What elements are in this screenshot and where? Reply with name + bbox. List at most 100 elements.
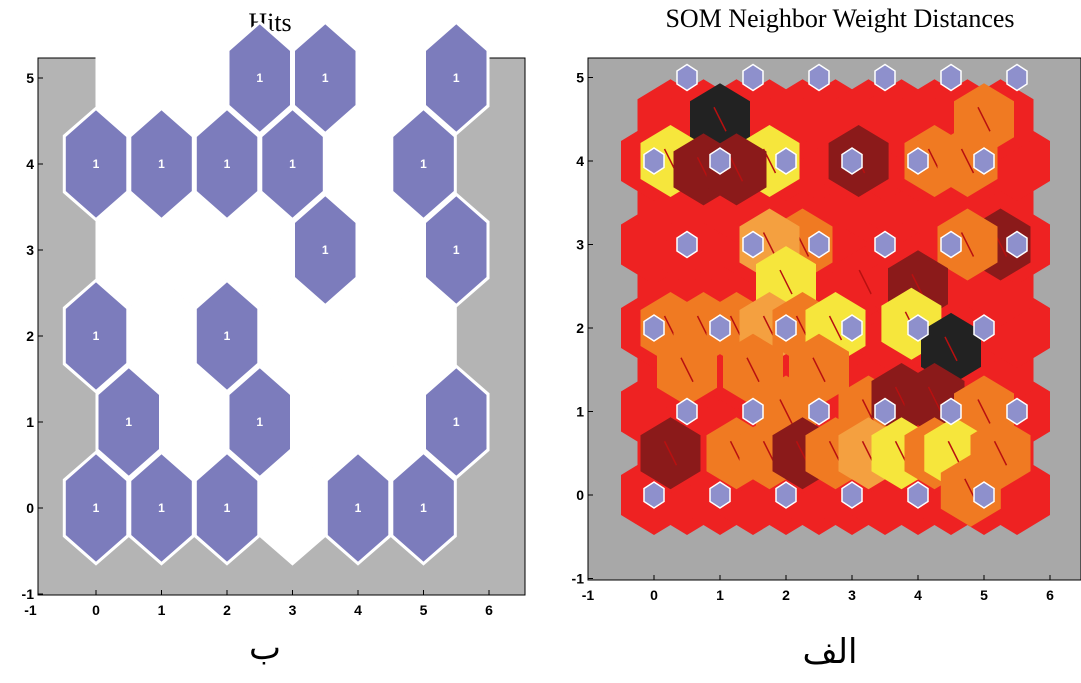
hits-cell — [227, 365, 292, 479]
hits-x-tick-label: 1 — [158, 602, 166, 618]
hits-count-label: 1 — [453, 71, 460, 85]
hits-x-tick-label: -1 — [24, 602, 37, 618]
som-x-tick-label: 0 — [650, 587, 658, 603]
som-x-tick-label: 5 — [980, 587, 988, 603]
som-chart-title: SOM Neighbor Weight Distances — [665, 4, 1015, 33]
hits-count-label: 1 — [93, 329, 100, 343]
hits-cell — [96, 365, 161, 479]
som-neuron — [775, 314, 797, 342]
som-y-tick-label: -1 — [572, 571, 585, 587]
hits-count-label: 1 — [158, 157, 165, 171]
hits-y-tick-label: 0 — [26, 500, 34, 516]
som-y-tick-label: 5 — [576, 70, 584, 86]
som-neuron — [940, 397, 962, 426]
hits-cell — [63, 107, 129, 221]
hits-count-label: 1 — [158, 501, 165, 515]
som-neuron — [775, 147, 797, 175]
som-neuron — [676, 230, 698, 259]
som-distance-edge-line — [812, 357, 826, 383]
hits-y-tick-label: 4 — [26, 156, 34, 172]
som-neuron — [874, 397, 896, 426]
som-x-tick-label: 4 — [914, 587, 922, 603]
hits-cell — [325, 451, 391, 565]
hits-count-label: 1 — [453, 243, 460, 257]
som-neuron — [775, 481, 797, 509]
som-neuron — [841, 481, 863, 509]
hits-cell — [391, 451, 456, 565]
hits-count-label: 1 — [224, 501, 231, 515]
hits-cell — [129, 107, 194, 221]
hits-count-label: 1 — [453, 415, 460, 429]
som-distance-edge-line — [977, 106, 991, 132]
som-distance-edge-line — [861, 399, 876, 424]
som-y-tick-label: 2 — [576, 320, 584, 336]
hits-y-tick-label: 5 — [26, 70, 34, 86]
som-neuron — [940, 230, 962, 259]
som-y-tick-label: 3 — [576, 237, 584, 253]
som-neuron — [709, 314, 731, 342]
som-x-tick-label: -1 — [582, 587, 595, 603]
som-distance-edge-line — [729, 157, 744, 182]
hits-count-label: 1 — [224, 157, 231, 171]
som-x-tick-label: 6 — [1046, 587, 1054, 603]
som-neuron — [742, 397, 764, 426]
hits-cell — [424, 365, 489, 479]
hits-count-label: 1 — [355, 501, 362, 515]
hits-count-label: 1 — [93, 157, 100, 171]
som-neuron — [643, 314, 665, 342]
som-distance-edge-line — [947, 440, 961, 466]
som-caption: الف — [802, 632, 858, 672]
som-distance-edge-line — [858, 269, 872, 295]
hits-count-label: 1 — [322, 71, 329, 85]
som-neuron — [907, 147, 929, 175]
hits-count-label: 1 — [125, 415, 132, 429]
som-y-tick-label: 1 — [576, 404, 584, 420]
hits-cell — [293, 21, 358, 135]
som-neuron — [973, 481, 995, 509]
hits-cell — [424, 193, 489, 307]
hits-x-tick-label: 6 — [485, 602, 493, 618]
som-neuron — [940, 63, 962, 92]
hits-cell — [63, 451, 129, 565]
som-distance-edge-line — [960, 232, 975, 257]
som-distance-edge-line — [828, 315, 843, 341]
som-neuron — [742, 230, 764, 259]
som-neuron — [973, 314, 995, 342]
hits-y-tick-label: 2 — [26, 328, 34, 344]
som-neurons — [643, 63, 1028, 509]
som-distance-edge-line — [927, 386, 942, 412]
som-distance-edge-line — [977, 399, 991, 424]
hits-cell — [260, 107, 325, 221]
hits-x-tick-label: 0 — [92, 602, 100, 618]
som-neuron — [742, 63, 764, 92]
hits-cell — [194, 279, 260, 393]
hits-cell — [194, 451, 260, 565]
som-neuron — [973, 147, 995, 175]
som-neuron — [874, 230, 896, 259]
hits-count-label: 1 — [93, 501, 100, 515]
som-x-tick-label: 2 — [782, 587, 790, 603]
hits-y-tick-label: 1 — [26, 414, 34, 430]
som-neuron — [1006, 230, 1028, 259]
hits-cell — [129, 451, 194, 565]
som-neuron — [874, 63, 896, 92]
hits-y-tick-label: -1 — [22, 586, 35, 602]
hits-count-label: 1 — [420, 157, 427, 171]
hits-cell — [194, 107, 260, 221]
hits-x-tick-label: 2 — [223, 602, 231, 618]
hits-cell — [391, 107, 456, 221]
som-neuron — [709, 147, 731, 175]
som-distance-edge-line — [663, 440, 678, 466]
hits-x-tick-label: 3 — [289, 602, 297, 618]
hits-count-label: 1 — [289, 157, 296, 171]
som-y-tick-label: 0 — [576, 487, 584, 503]
hits-cell — [227, 21, 292, 135]
som-neuron — [676, 63, 698, 92]
hits-cell — [63, 279, 129, 393]
som-distance-edge-line — [680, 357, 694, 383]
som-neuron — [676, 397, 698, 426]
hits-cells: 1 1 1 1 1 1 1 1 1 1 1 1 1 1 1 1 1 1 1 1 — [62, 20, 490, 566]
som-neuron — [643, 481, 665, 509]
